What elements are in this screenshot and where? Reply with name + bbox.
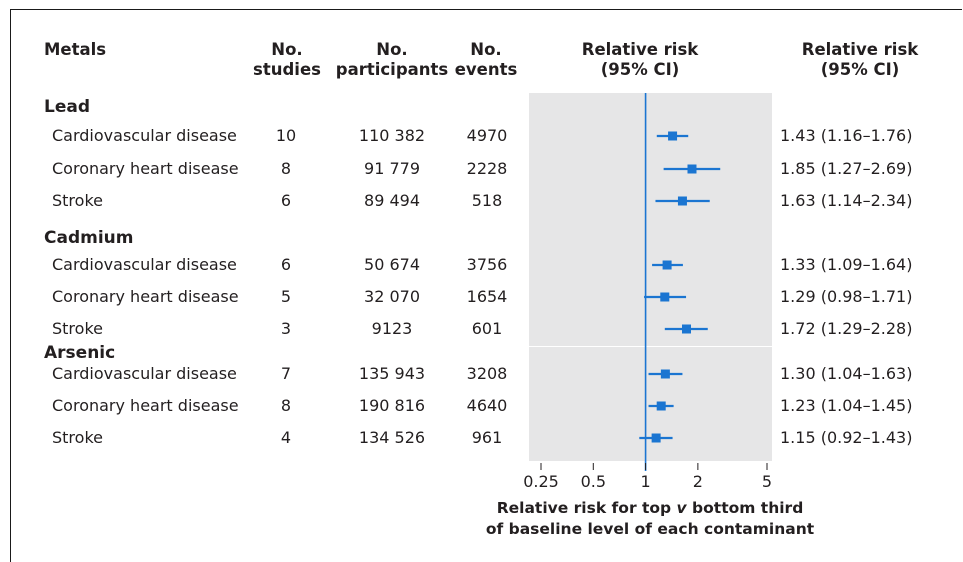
row-ci-text: 1.33 (1.09–1.64) [780, 255, 913, 274]
row-studies: 4 [280, 428, 292, 447]
row-outcome: Stroke [52, 428, 103, 447]
plot-area [529, 93, 772, 461]
row-events: 4970 [466, 126, 508, 145]
row-ci-text: 1.43 (1.16–1.76) [780, 126, 913, 145]
plot-separator [529, 346, 772, 347]
row-ci-text: 1.72 (1.29–2.28) [780, 319, 913, 338]
row-studies: 8 [280, 159, 292, 178]
header-events: No. events [454, 40, 518, 79]
group-label-arsenic: Arsenic [44, 343, 116, 363]
header-rr-plot: Relative risk (95% CI) [581, 40, 699, 79]
row-ci-text: 1.15 (0.92–1.43) [780, 428, 913, 447]
row-outcome: Cardiovascular disease [52, 364, 237, 383]
row-outcome: Stroke [52, 319, 103, 338]
point-estimate [677, 196, 687, 206]
row-ci-text: 1.63 (1.14–2.34) [780, 191, 913, 210]
row-events: 3756 [466, 255, 508, 274]
row-studies: 10 [275, 126, 297, 145]
x-tick-label: 1 [640, 472, 650, 491]
row-outcome: Stroke [52, 191, 103, 210]
row-participants: 135 943 [358, 364, 426, 383]
point-estimate [681, 324, 691, 334]
row-events: 4640 [466, 396, 508, 415]
row-participants: 89 494 [364, 191, 420, 210]
row-ci-text: 1.29 (0.98–1.71) [780, 287, 913, 306]
x-tick-label: 0.5 [581, 472, 606, 491]
point-estimate [687, 164, 697, 174]
row-participants: 110 382 [358, 126, 426, 145]
row-ci-text: 1.23 (1.04–1.45) [780, 396, 913, 415]
x-axis-label-text: Relative risk for top v bottom third of b… [485, 499, 815, 538]
row-participants: 134 526 [358, 428, 426, 447]
row-events: 518 [471, 191, 503, 210]
x-tick-label: 0.25 [523, 472, 559, 491]
row-participants: 32 070 [364, 287, 420, 306]
figure-frame [10, 9, 962, 562]
row-studies: 8 [280, 396, 292, 415]
x-axis-label: Relative risk for top v bottom third of b… [470, 498, 830, 540]
row-studies: 6 [280, 191, 292, 210]
header-rr-text: Relative risk (95% CI) [801, 40, 919, 79]
group-label-lead: Lead [44, 97, 91, 117]
row-participants: 9123 [371, 319, 413, 338]
row-events: 601 [471, 319, 503, 338]
row-ci-text: 1.30 (1.04–1.63) [780, 364, 913, 383]
row-events: 3208 [466, 364, 508, 383]
row-studies: 6 [280, 255, 292, 274]
row-events: 961 [471, 428, 503, 447]
row-outcome: Coronary heart disease [52, 287, 239, 306]
row-outcome: Cardiovascular disease [52, 255, 237, 274]
row-participants: 50 674 [364, 255, 420, 274]
point-estimate [662, 260, 672, 270]
point-estimate [651, 433, 661, 443]
header-studies: No. studies [253, 40, 321, 79]
row-events: 2228 [466, 159, 508, 178]
group-label-cadmium: Cadmium [44, 228, 134, 248]
point-estimate [660, 369, 670, 379]
row-outcome: Cardiovascular disease [52, 126, 237, 145]
x-tick-label: 2 [693, 472, 703, 491]
point-estimate [668, 131, 678, 141]
header-participants: No. participants [335, 40, 449, 79]
row-studies: 3 [280, 319, 292, 338]
row-ci-text: 1.85 (1.27–2.69) [780, 159, 913, 178]
row-outcome: Coronary heart disease [52, 159, 239, 178]
row-outcome: Coronary heart disease [52, 396, 239, 415]
point-estimate [660, 292, 670, 302]
row-studies: 5 [280, 287, 292, 306]
header-metals: Metals [44, 40, 107, 59]
row-events: 1654 [466, 287, 508, 306]
row-participants: 91 779 [364, 159, 420, 178]
point-estimate [656, 401, 666, 411]
row-participants: 190 816 [358, 396, 426, 415]
x-tick-label: 5 [762, 472, 772, 491]
row-studies: 7 [280, 364, 292, 383]
